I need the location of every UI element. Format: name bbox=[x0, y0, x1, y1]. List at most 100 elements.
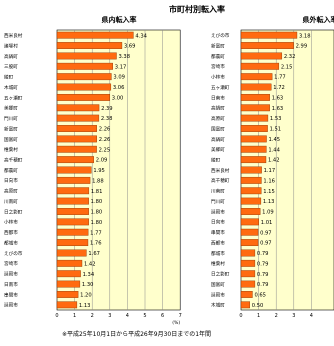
bar-value-label: 1.95 bbox=[93, 168, 105, 174]
bar-value-label: 2.26 bbox=[99, 137, 111, 143]
category-label: 日向市 bbox=[4, 177, 18, 184]
bar-value-label: 1.88 bbox=[92, 178, 104, 184]
category-label: 高原町 bbox=[211, 115, 225, 122]
bar-value-label: 1.80 bbox=[91, 220, 103, 226]
x-tick-label: 1 bbox=[73, 313, 76, 319]
bar-value-label: 1.63 bbox=[272, 106, 284, 112]
category-label: 高千穂町 bbox=[4, 156, 23, 163]
bar bbox=[241, 260, 255, 266]
bar-value-label: 1.30 bbox=[82, 282, 94, 288]
category-label: 日南市 bbox=[211, 94, 225, 101]
category-label: 高原町 bbox=[4, 188, 18, 195]
bar-value-label: 2.32 bbox=[284, 54, 296, 60]
category-label: 西米良村 bbox=[4, 32, 23, 39]
bar-value-label: 1.80 bbox=[91, 210, 103, 216]
bar-value-label: 1.42 bbox=[84, 261, 96, 267]
category-label: 高鍋町 bbox=[211, 136, 225, 143]
bar bbox=[57, 73, 111, 79]
category-label: 国富町 bbox=[211, 125, 225, 132]
footnote: ※平成25年10月1日から平成26年9月30日までの1年間 bbox=[62, 330, 211, 338]
category-label: 五ヶ瀬町 bbox=[4, 94, 23, 101]
bar bbox=[57, 219, 89, 225]
bar bbox=[241, 94, 270, 100]
category-label: 都農町 bbox=[211, 53, 225, 60]
bar-value-label: 3.09 bbox=[113, 75, 125, 81]
category-label: えびの市 bbox=[4, 250, 23, 257]
bar bbox=[57, 281, 80, 287]
bar-value-label: 0.79 bbox=[257, 261, 269, 267]
category-label: 小林市 bbox=[4, 219, 18, 226]
bar bbox=[57, 177, 90, 183]
category-label: 川南町 bbox=[211, 188, 225, 195]
panel-title: 県外転入率 bbox=[303, 15, 334, 24]
category-label: 美郷町 bbox=[4, 105, 18, 112]
category-label: 三股町 bbox=[4, 64, 18, 70]
bar bbox=[57, 42, 122, 48]
bar bbox=[57, 188, 89, 194]
x-tick-label: 1 bbox=[257, 313, 260, 319]
bar bbox=[57, 250, 86, 256]
bar-value-label: 1.09 bbox=[262, 210, 274, 216]
bar bbox=[57, 84, 111, 90]
category-label: 都農町 bbox=[4, 167, 18, 174]
bar-value-label: 3.38 bbox=[118, 54, 130, 60]
category-label: 高鍋町 bbox=[4, 53, 18, 60]
bar-value-label: 3.00 bbox=[112, 95, 124, 101]
bar bbox=[241, 136, 267, 142]
x-tick-label: 0 bbox=[239, 313, 242, 319]
bar bbox=[57, 260, 82, 266]
bar-value-label: 1.17 bbox=[264, 168, 276, 174]
bar bbox=[57, 167, 91, 173]
category-label: 宮崎市 bbox=[211, 63, 225, 70]
category-label: 串間市 bbox=[211, 229, 225, 236]
bar-value-label: 1.44 bbox=[268, 147, 280, 153]
bar-value-label: 1.34 bbox=[83, 272, 95, 278]
bar bbox=[57, 302, 77, 308]
category-label: えびの市 bbox=[211, 32, 230, 39]
bar bbox=[241, 63, 279, 69]
category-label: 美郷町 bbox=[211, 146, 225, 153]
bar-value-label: 1.20 bbox=[80, 293, 92, 299]
category-label: 延岡市 bbox=[211, 291, 225, 298]
bar bbox=[241, 53, 282, 59]
bar bbox=[57, 125, 97, 131]
bar-value-label: 0.79 bbox=[257, 272, 269, 278]
category-label: 延岡市 bbox=[211, 208, 225, 215]
category-label: 串間市 bbox=[4, 291, 18, 298]
x-tick-label: 3 bbox=[292, 313, 295, 319]
bar-value-label: 1.45 bbox=[269, 137, 281, 143]
category-label: 延岡市 bbox=[4, 271, 18, 278]
bar-value-label: 1.77 bbox=[274, 75, 286, 81]
bar bbox=[57, 136, 97, 142]
category-label: 新富町 bbox=[211, 42, 225, 49]
bar bbox=[241, 198, 261, 204]
bar-value-label: 2.15 bbox=[281, 64, 293, 70]
x-tick-label: 6 bbox=[161, 313, 164, 319]
bar-value-label: 1.67 bbox=[88, 251, 100, 257]
bar bbox=[241, 239, 258, 245]
bar-value-label: 1.16 bbox=[263, 178, 275, 184]
x-tick-label: 4 bbox=[126, 313, 129, 319]
bar-value-label: 1.76 bbox=[90, 241, 102, 247]
bar-value-label: 3.69 bbox=[124, 44, 136, 50]
bar bbox=[57, 156, 94, 162]
x-unit-label: (%) bbox=[172, 320, 180, 326]
bar bbox=[57, 146, 97, 152]
panel-title: 県内転入率 bbox=[102, 15, 137, 24]
category-label: 日之影町 bbox=[4, 208, 23, 215]
bar bbox=[241, 125, 268, 131]
bar-value-label: 1.01 bbox=[261, 220, 273, 226]
bar-value-label: 1.80 bbox=[91, 199, 103, 205]
bar bbox=[57, 53, 116, 59]
x-tick-label: 5 bbox=[143, 313, 146, 319]
category-label: 西都市 bbox=[211, 239, 225, 246]
bar bbox=[241, 177, 261, 183]
category-label: 高鍋町 bbox=[211, 105, 225, 112]
bar bbox=[57, 105, 99, 111]
bar-value-label: 3.06 bbox=[113, 85, 125, 91]
bar bbox=[57, 239, 88, 245]
category-label: 都城市 bbox=[4, 239, 18, 246]
bar bbox=[57, 115, 99, 121]
category-label: 綾町 bbox=[211, 156, 221, 163]
